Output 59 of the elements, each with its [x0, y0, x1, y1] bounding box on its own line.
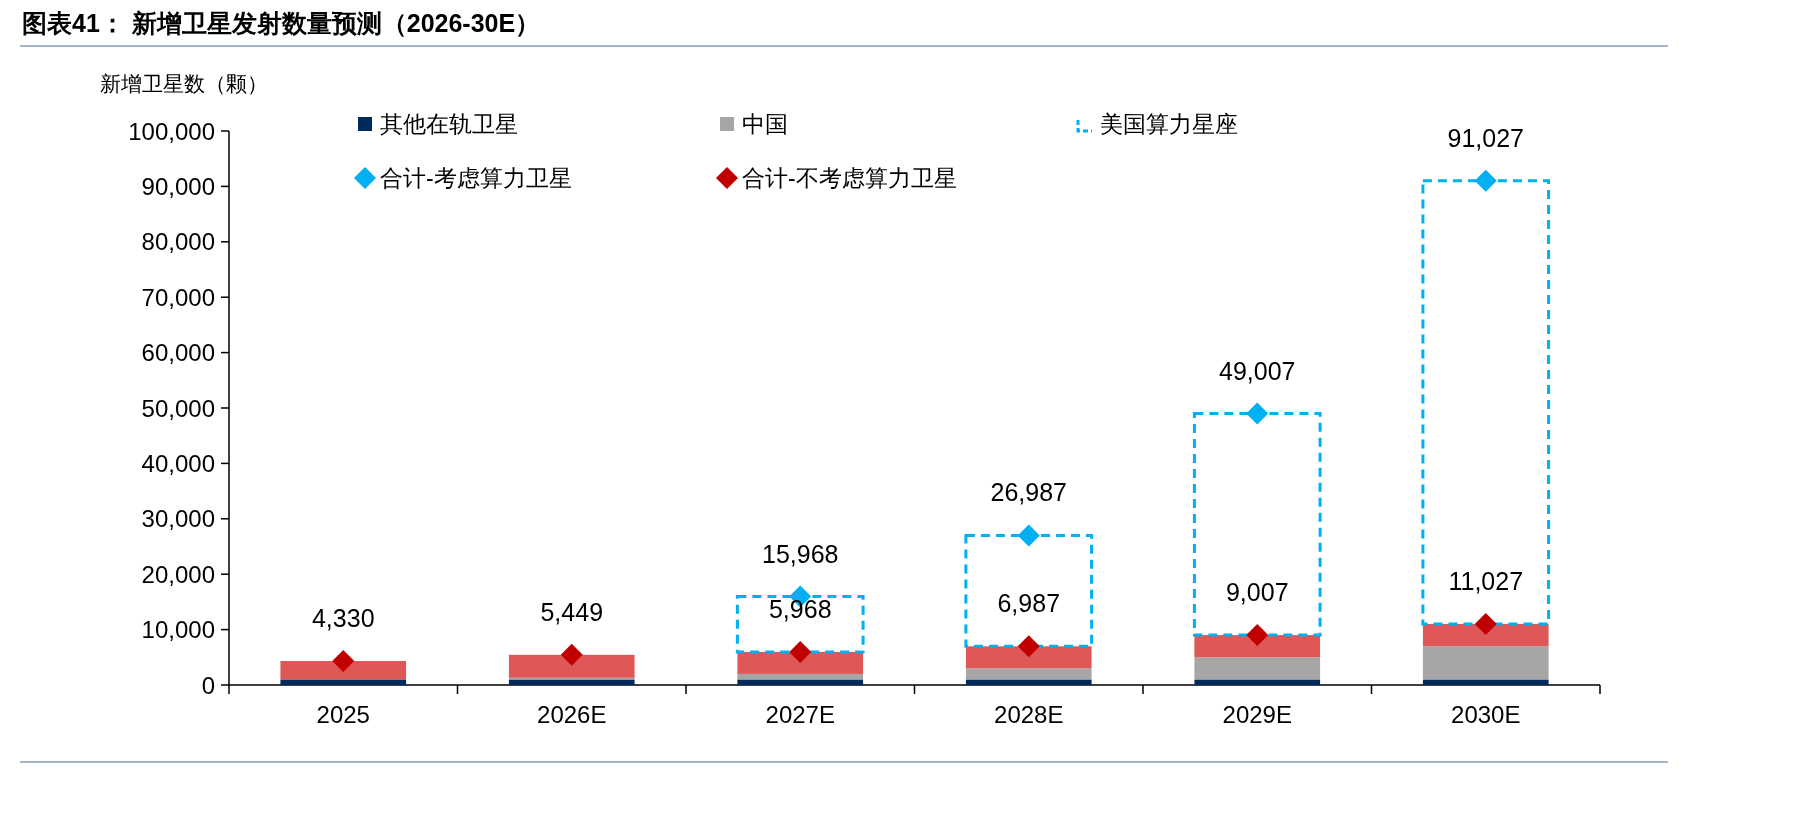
data-label: 9,007	[1225, 578, 1289, 607]
bar	[280, 661, 407, 680]
bar	[508, 654, 635, 678]
bar	[1194, 679, 1321, 685]
bar	[737, 679, 864, 685]
data-label: 5,449	[540, 597, 604, 626]
x-tick-label: 2027E	[765, 701, 835, 728]
point	[1017, 524, 1040, 547]
data-label: 11,027	[1448, 566, 1524, 595]
x-tick-label: 2029E	[1222, 701, 1292, 728]
y-tick-label: 30,000	[141, 505, 215, 533]
y-tick-label: 40,000	[141, 449, 215, 477]
data-label: 26,987	[990, 478, 1067, 507]
legend-label: 其他在轨卫星	[380, 111, 518, 137]
y-tick-label: 70,000	[141, 283, 215, 311]
y-tick-label: 50,000	[141, 394, 215, 422]
point	[1017, 635, 1040, 658]
bar	[1422, 679, 1549, 685]
bar	[1422, 623, 1549, 647]
bar	[965, 646, 1092, 669]
point	[1246, 624, 1269, 647]
bar	[1422, 646, 1549, 680]
legend-label: 合计-考虑算力卫星	[380, 165, 572, 191]
chart-title: 图表41： 新增卫星发射数量预测（2026-30E）	[22, 9, 541, 37]
bar	[737, 673, 864, 680]
point	[332, 650, 355, 673]
legend-label: 合计-不考虑算力卫星	[742, 165, 957, 191]
bar	[508, 679, 635, 685]
bar	[280, 679, 407, 685]
point	[1246, 402, 1269, 425]
data-label: 4,330	[311, 604, 375, 633]
x-tick-label: 2025	[316, 701, 370, 728]
y-axis-title: 新增卫星数（颗）	[100, 72, 268, 95]
point	[789, 640, 812, 663]
bar	[737, 651, 864, 674]
bar	[965, 668, 1092, 680]
data-label: 49,007	[1219, 356, 1296, 385]
data-label: 6,987	[997, 589, 1061, 618]
bar	[1194, 635, 1321, 658]
x-tick-label: 2030E	[1451, 701, 1521, 728]
point	[1474, 612, 1497, 635]
x-tick-label: 2026E	[537, 701, 607, 728]
data-label: 91,027	[1447, 123, 1524, 152]
y-tick-label: 100,000	[128, 117, 215, 145]
point	[1474, 169, 1497, 192]
legend-label: 中国	[742, 111, 788, 137]
y-tick-label: 90,000	[141, 172, 215, 200]
y-tick-label: 10,000	[141, 616, 215, 644]
data-label: 15,968	[762, 539, 839, 568]
y-tick-label: 60,000	[141, 339, 215, 367]
y-tick-label: 80,000	[141, 228, 215, 256]
x-tick-label: 2028E	[994, 701, 1064, 728]
bar	[1194, 657, 1321, 680]
bar	[965, 679, 1092, 685]
legend-label: 美国算力星座	[1100, 111, 1238, 137]
data-label: 5,968	[768, 594, 832, 623]
y-tick-label: 20,000	[141, 560, 215, 588]
y-tick-label: 0	[201, 671, 215, 699]
point	[560, 643, 583, 666]
